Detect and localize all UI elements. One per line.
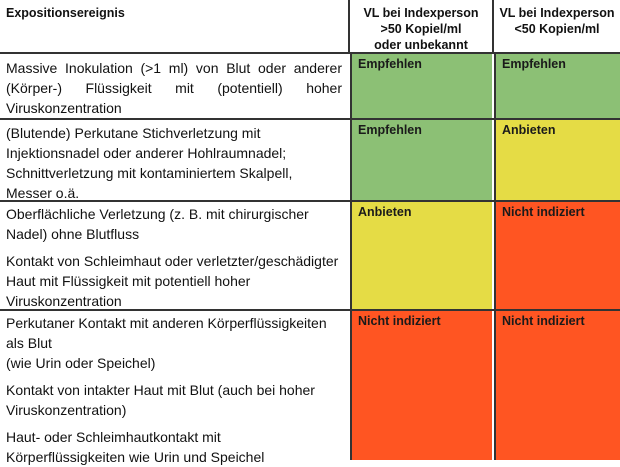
- header-divider: [0, 52, 620, 54]
- recommendation-label: Nicht indiziert: [358, 314, 441, 328]
- header-col1-line: >50 Kopiel/ml: [380, 22, 462, 36]
- row-4-event: Perkutaner Kontakt mit anderen Körperflü…: [0, 311, 348, 465]
- event-text: (Blutende) Perkutane Stichverletzung mit…: [6, 125, 293, 201]
- event-text: (wie Urin oder Speichel): [6, 355, 156, 371]
- row-2-event: (Blutende) Perkutane Stichverletzung mit…: [0, 120, 348, 201]
- header-exposure-event-label: Expositionsereignis: [6, 6, 125, 20]
- row-3-col2-recommendation: Nicht indiziert: [494, 202, 620, 310]
- row-4-col1-recommendation: Nicht indiziert: [350, 311, 492, 460]
- row-3-col1-recommendation: Anbieten: [350, 202, 492, 310]
- row-1-event: Massive Inokulation (>1 ml) von Blut ode…: [0, 54, 348, 119]
- row-2-col1-recommendation: Empfehlen: [350, 120, 492, 201]
- recommendation-label: Anbieten: [358, 205, 412, 219]
- recommendation-label: Nicht indiziert: [502, 314, 585, 328]
- row-divider: [0, 309, 620, 311]
- header-exposure-event: Expositionsereignis: [0, 0, 348, 53]
- row-divider: [0, 118, 620, 120]
- header-col2-line: <50 Kopien/ml: [514, 22, 600, 36]
- row-2-col2-recommendation: Anbieten: [494, 120, 620, 201]
- event-text: Haut- oder Schleimhautkontakt mit Körper…: [6, 429, 265, 465]
- header-viral-load-high: VL bei Indexperson >50 Kopiel/ml oder un…: [348, 0, 492, 53]
- event-text: Kontakt von intakter Haut mit Blut (auch…: [6, 382, 315, 418]
- header-col1-line: oder unbekannt: [374, 38, 468, 52]
- row-3-event: Oberflächliche Verletzung (z. B. mit chi…: [0, 202, 348, 310]
- row-divider: [0, 200, 620, 202]
- row-1-col2-recommendation: Empfehlen: [494, 54, 620, 119]
- recommendation-label: Empfehlen: [502, 57, 566, 71]
- recommendation-label: Empfehlen: [358, 57, 422, 71]
- header-col2-line: VL bei Indexperson: [499, 6, 615, 20]
- recommendation-label: Empfehlen: [358, 123, 422, 137]
- recommendation-label: Nicht indiziert: [502, 205, 585, 219]
- header-col1-line: VL bei Indexperson: [363, 6, 479, 20]
- recommendation-label: Anbieten: [502, 123, 556, 137]
- event-text: Oberflächliche Verletzung (z. B. mit chi…: [6, 206, 309, 242]
- event-text: Kontakt von Schleimhaut oder verletzter/…: [6, 253, 339, 309]
- event-text: Massive Inokulation (>1 ml) von Blut ode…: [6, 60, 342, 116]
- event-text: Perkutaner Kontakt mit anderen Körperflü…: [6, 315, 327, 351]
- header-viral-load-low: VL bei Indexperson <50 Kopien/ml: [492, 0, 620, 53]
- row-4-col2-recommendation: Nicht indiziert: [494, 311, 620, 460]
- row-1-col1-recommendation: Empfehlen: [350, 54, 492, 119]
